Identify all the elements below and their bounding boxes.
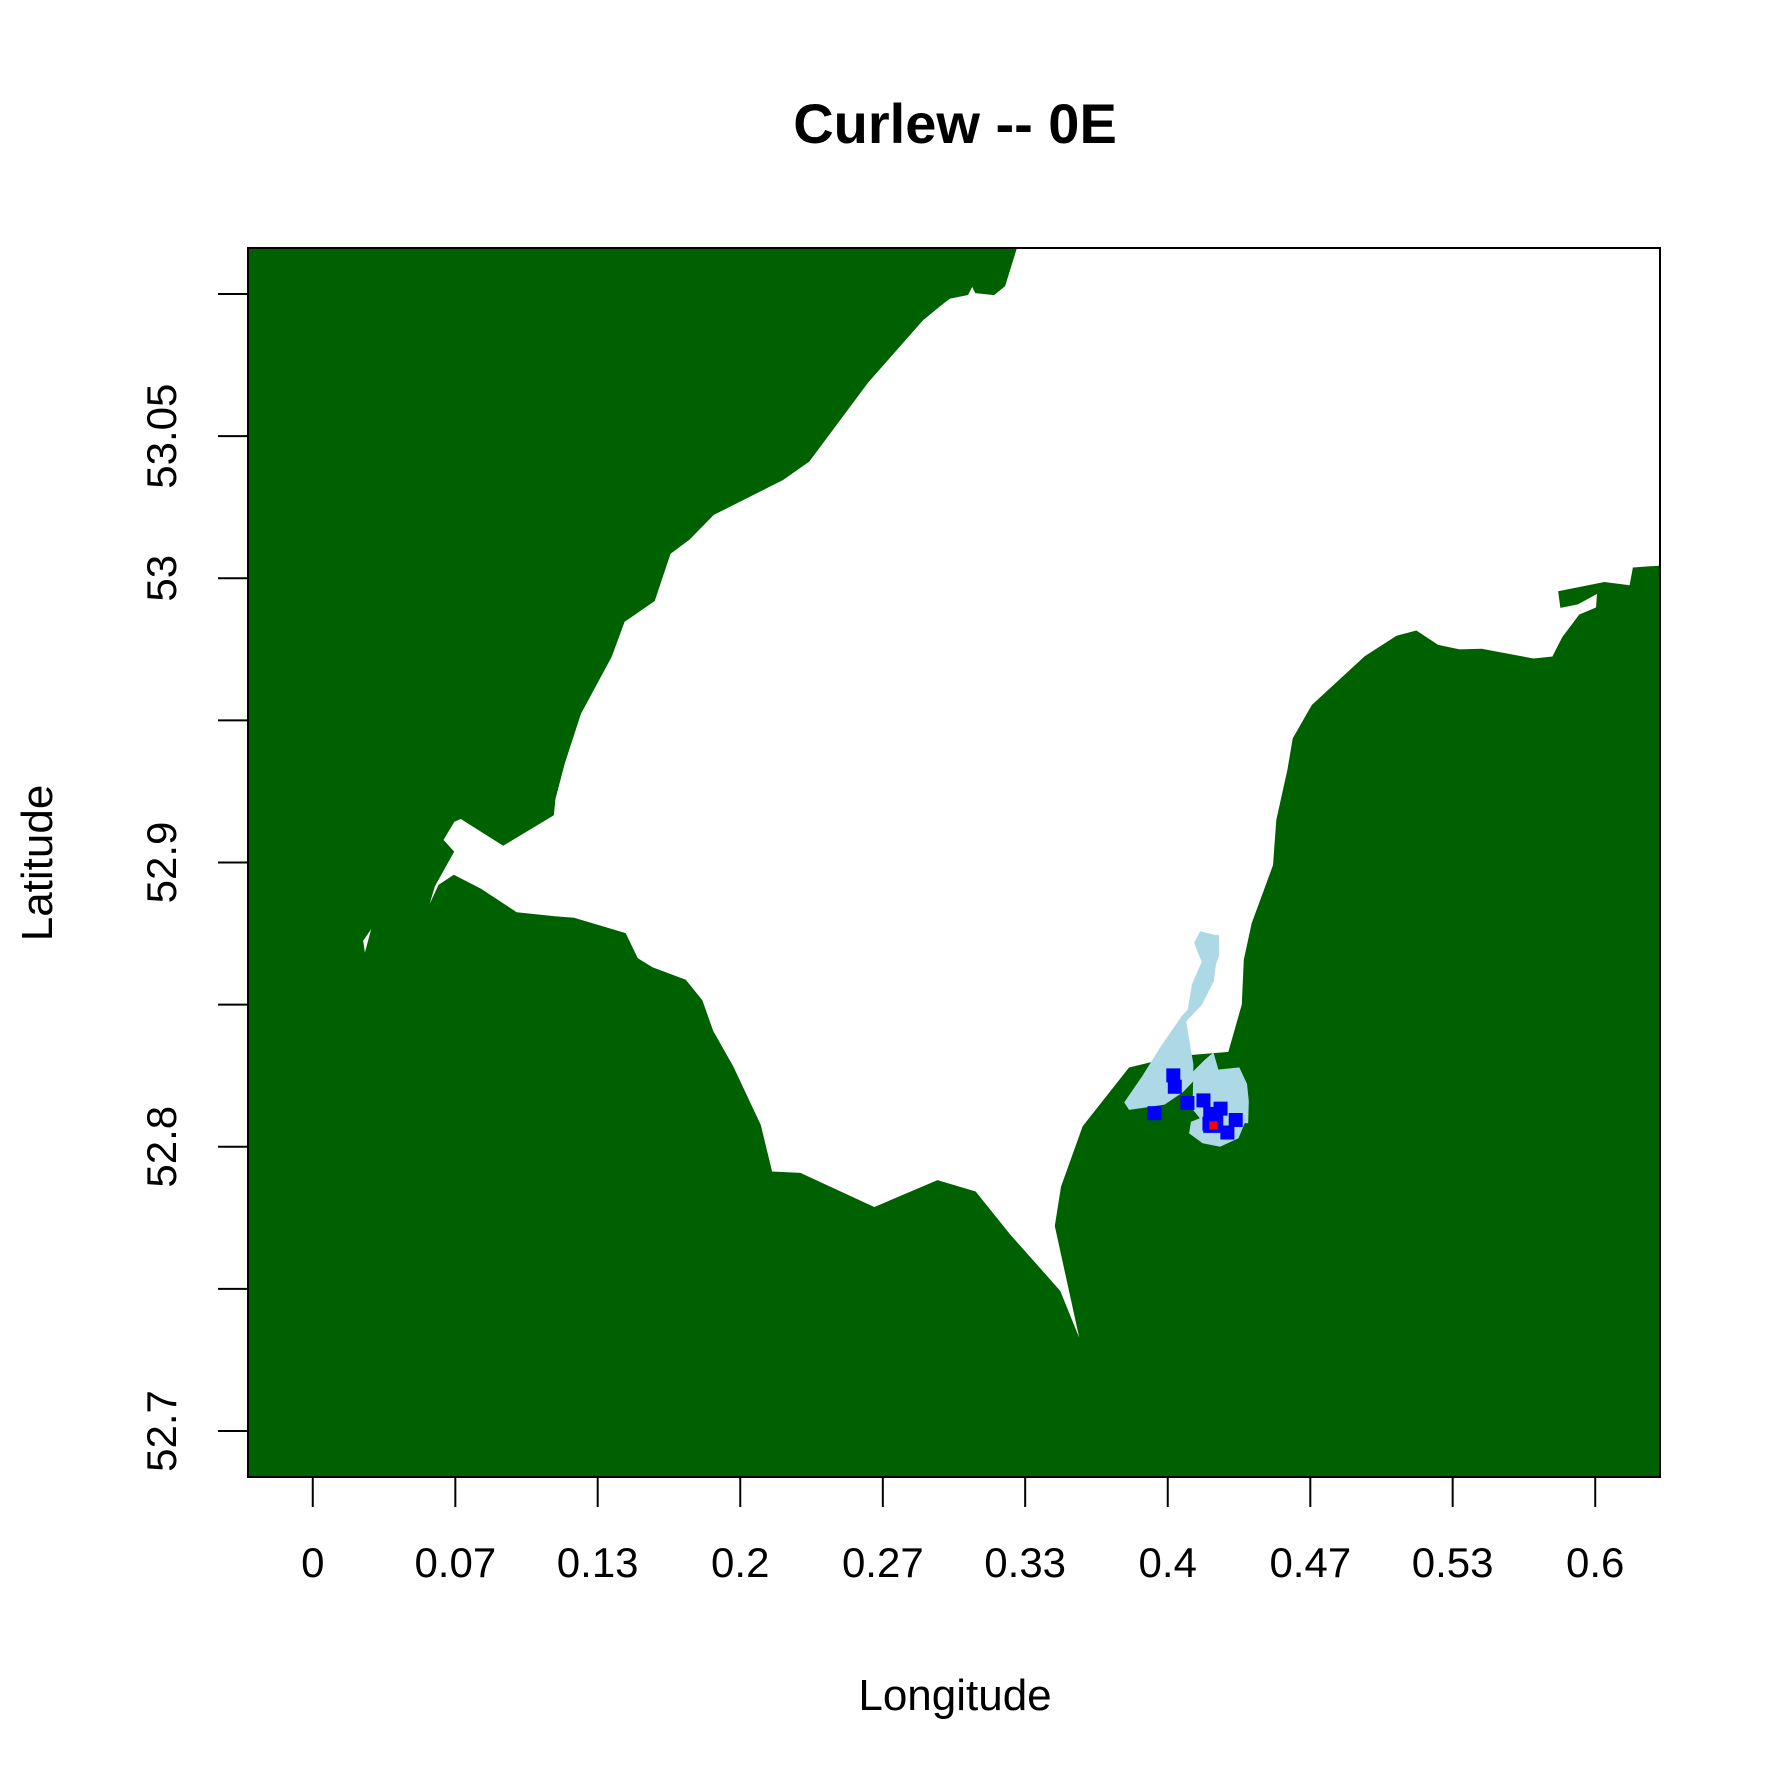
home-range-track xyxy=(1124,934,1249,1124)
core-cell xyxy=(1220,1125,1235,1140)
x-tick-label: 0.13 xyxy=(557,1539,639,1586)
map-panel xyxy=(248,248,1660,1477)
y-tick-label: 52.8 xyxy=(138,1106,185,1188)
x-tick-label: 0.2 xyxy=(711,1539,769,1586)
x-tick-label: 0.53 xyxy=(1412,1539,1494,1586)
y-tick-label: 53 xyxy=(138,555,185,602)
core-cell xyxy=(1166,1068,1181,1083)
home-range-area xyxy=(1128,931,1246,1147)
x-axis-label: Longitude xyxy=(858,1671,1051,1720)
y-tick-label: 52.9 xyxy=(138,822,185,904)
centre-point xyxy=(1209,1121,1218,1130)
range-land-gap xyxy=(1154,1108,1200,1124)
y-axis-label: Latitude xyxy=(13,785,62,942)
x-tick-label: 0 xyxy=(301,1539,324,1586)
map-layers xyxy=(248,248,1660,1477)
land-south-coast xyxy=(248,581,1660,1477)
y-tick-label: 53.05 xyxy=(138,384,185,489)
x-tick-label: 0.27 xyxy=(842,1539,924,1586)
land-northeast-islet xyxy=(1618,565,1660,610)
map-title: Curlew -- 0E xyxy=(793,92,1117,155)
land-northwest-coast xyxy=(248,248,1017,1014)
core-cell xyxy=(1203,1106,1224,1133)
core-cell xyxy=(1147,1106,1162,1121)
x-tick-label: 0.6 xyxy=(1566,1539,1624,1586)
core-cell xyxy=(1228,1113,1243,1128)
x-tick-label: 0.4 xyxy=(1139,1539,1197,1586)
x-tick-label: 0.07 xyxy=(414,1539,496,1586)
core-cell xyxy=(1196,1093,1211,1108)
y-tick-label: 52.7 xyxy=(138,1390,185,1472)
axes: 0 0.07 0.13 0.2 0.27 0.33 0.4 0.47 0.53 0.6 52.7 52… xyxy=(138,247,1661,1586)
x-tick-label: 0.47 xyxy=(1269,1539,1351,1586)
x-tick-label: 0.33 xyxy=(984,1539,1066,1586)
core-cell xyxy=(1180,1095,1195,1110)
core-cell xyxy=(1167,1079,1182,1094)
